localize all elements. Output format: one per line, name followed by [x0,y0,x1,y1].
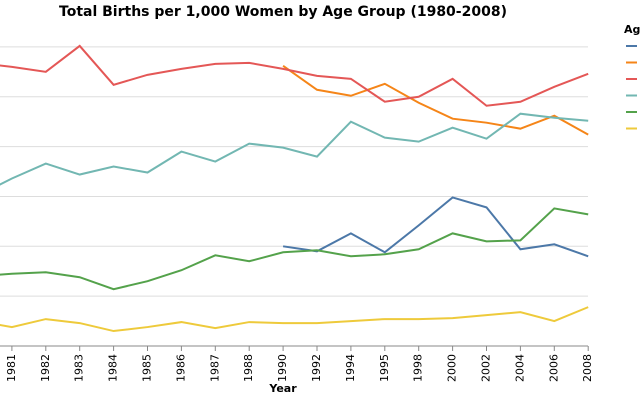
x-tick-label: 1990 [276,354,289,382]
x-tick-label: 1985 [141,354,154,382]
x-tick-label: 1986 [174,354,187,382]
legend-title: Ag [624,23,640,36]
x-tick-label: 1984 [107,354,120,382]
x-tick-label: 2004 [513,354,526,382]
x-tick-label: 1982 [39,354,52,382]
x-tick-label: 1988 [242,354,255,382]
series-line [282,65,589,136]
series-line [282,196,589,258]
x-axis-title: Year [268,382,297,395]
series-line [0,207,589,291]
x-tick-label: 1998 [412,354,425,382]
x-tick-label: 1981 [5,354,18,382]
series-line [0,44,589,107]
x-tick-label: 2006 [547,354,560,382]
chart-title: Total Births per 1,000 Women by Age Grou… [59,4,507,20]
x-tick-label: 2000 [446,354,459,382]
x-tick-label: 2002 [480,354,493,382]
x-tick-label: 1992 [310,354,323,382]
x-tick-label: 2008 [581,354,594,382]
series-line [0,112,589,186]
x-tick-label: 1983 [73,354,86,382]
x-tick-label: 1987 [208,354,221,382]
x-tick-label: 1995 [378,354,391,382]
series-line [0,306,589,333]
x-tick-label: 1994 [344,354,357,382]
